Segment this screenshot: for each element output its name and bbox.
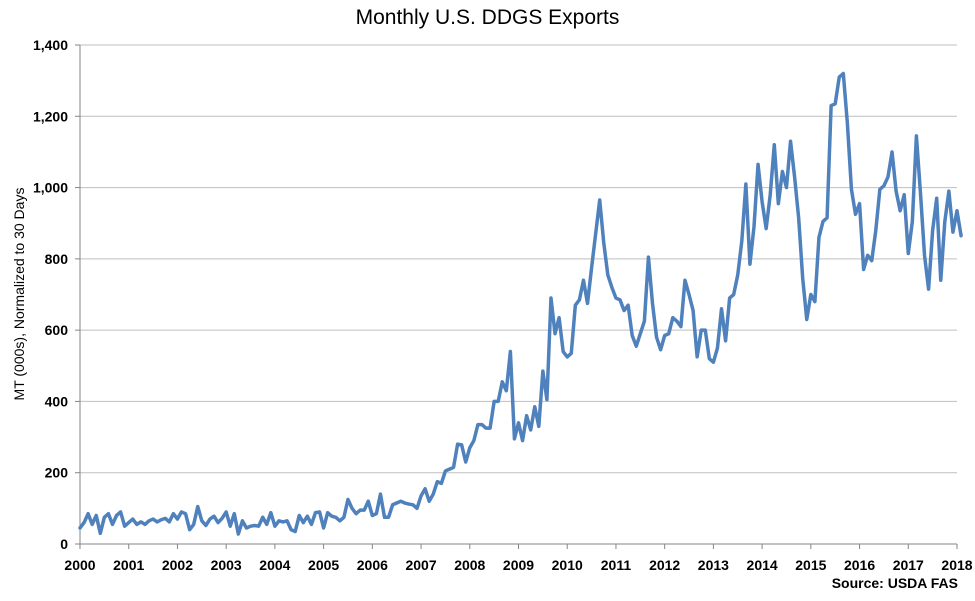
y-tick-label: 1,200: [33, 108, 68, 124]
x-tick-label: 2018: [941, 557, 972, 573]
y-tick-label: 800: [45, 251, 69, 267]
x-tick-label: 2017: [893, 557, 924, 573]
x-tick-label: 2001: [113, 557, 144, 573]
x-tick-label: 2012: [649, 557, 680, 573]
x-tick-label: 2004: [259, 557, 290, 573]
y-axis-label: MT (000s), Normalized to 30 Days: [11, 188, 27, 401]
y-tick-label: 1,400: [33, 37, 68, 53]
y-axis-ticks: 0 200 400 600 800 1,000 1,200 1,400: [33, 37, 80, 552]
x-tick-label: 2009: [503, 557, 534, 573]
gridlines: [80, 44, 957, 474]
series-line: [78, 71, 963, 536]
x-tick-label: 2008: [454, 557, 485, 573]
x-tick-label: 2010: [552, 557, 583, 573]
x-tick-label: 2013: [698, 557, 729, 573]
x-tick-label: 2000: [64, 557, 95, 573]
x-tick-label: 2003: [211, 557, 242, 573]
source-note: Source: USDA FAS: [831, 575, 958, 591]
x-tick-label: 2002: [162, 557, 193, 573]
x-tick-label: 2005: [308, 557, 339, 573]
y-tick-label: 1,000: [33, 180, 68, 196]
y-tick-label: 200: [45, 465, 69, 481]
x-tick-label: 2015: [795, 557, 826, 573]
x-tick-label: 2014: [747, 557, 778, 573]
x-tick-label: 2006: [357, 557, 388, 573]
y-tick-label: 600: [45, 322, 69, 338]
y-tick-label: 400: [45, 393, 69, 409]
x-tick-label: 2016: [844, 557, 875, 573]
x-tick-label: 2011: [601, 557, 632, 573]
y-tick-label: 0: [60, 536, 68, 552]
chart-title: Monthly U.S. DDGS Exports: [355, 6, 620, 29]
x-axis-ticks: 2000 2001 2002 2003 2004 2005 2006 2007 2008 2009…: [64, 544, 973, 573]
x-tick-label: 2007: [405, 557, 436, 573]
